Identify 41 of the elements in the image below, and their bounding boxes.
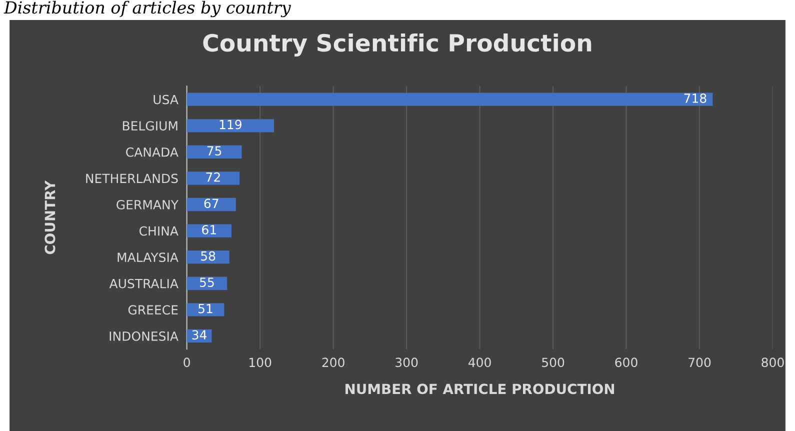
y-tick-label: INDONESIA — [110, 331, 178, 341]
y-tick-label: AUSTRALIA — [109, 278, 178, 288]
y-tick-label: BELGIUM — [122, 121, 178, 131]
bar — [186, 172, 240, 185]
x-tick-label: 600 — [615, 358, 638, 368]
y-tick-label: NETHERLANDS — [86, 174, 178, 184]
data-label: 51 — [198, 304, 212, 314]
chart-title: Country Scientific Production — [203, 33, 592, 57]
data-label: 75 — [207, 146, 222, 156]
x-tick-label: 0 — [184, 358, 190, 368]
x-tick-label: 400 — [468, 358, 491, 368]
y-axis-title: COUNTRY — [44, 180, 56, 254]
bar — [186, 119, 274, 132]
x-tick-label: 200 — [322, 358, 344, 368]
x-tick-label: 500 — [542, 358, 564, 368]
y-tick-label: GREECE — [128, 305, 178, 315]
x-tick-label: 100 — [250, 358, 272, 368]
bar — [186, 224, 232, 238]
bar — [186, 92, 713, 106]
data-label: 718 — [684, 94, 706, 103]
bar — [186, 145, 242, 158]
x-axis-title: NUMBER OF ARTICLE PRODUCTION — [346, 384, 614, 394]
data-label: 55 — [200, 278, 214, 288]
text: Distribution of articles by country — [4, 0, 291, 18]
data-label: 34 — [192, 330, 207, 340]
data-label: 67 — [204, 198, 218, 208]
bar — [186, 198, 236, 212]
y-tick-label: MALAYSIA — [118, 252, 178, 262]
data-label: 58 — [201, 251, 216, 261]
bar — [186, 250, 230, 264]
x-tick-label: 800 — [762, 358, 784, 368]
data-label: 119 — [220, 120, 242, 130]
bar — [186, 303, 224, 316]
y-tick-label: USA — [154, 94, 178, 104]
x-tick-label: 700 — [688, 358, 711, 368]
y-tick-label: GERMANY — [116, 200, 179, 210]
data-label: 72 — [206, 172, 220, 182]
x-tick-label: 300 — [396, 358, 418, 368]
y-tick-label: CANADA — [126, 147, 178, 157]
data-label: 61 — [202, 224, 216, 234]
y-tick-label: CHINA — [139, 226, 178, 236]
